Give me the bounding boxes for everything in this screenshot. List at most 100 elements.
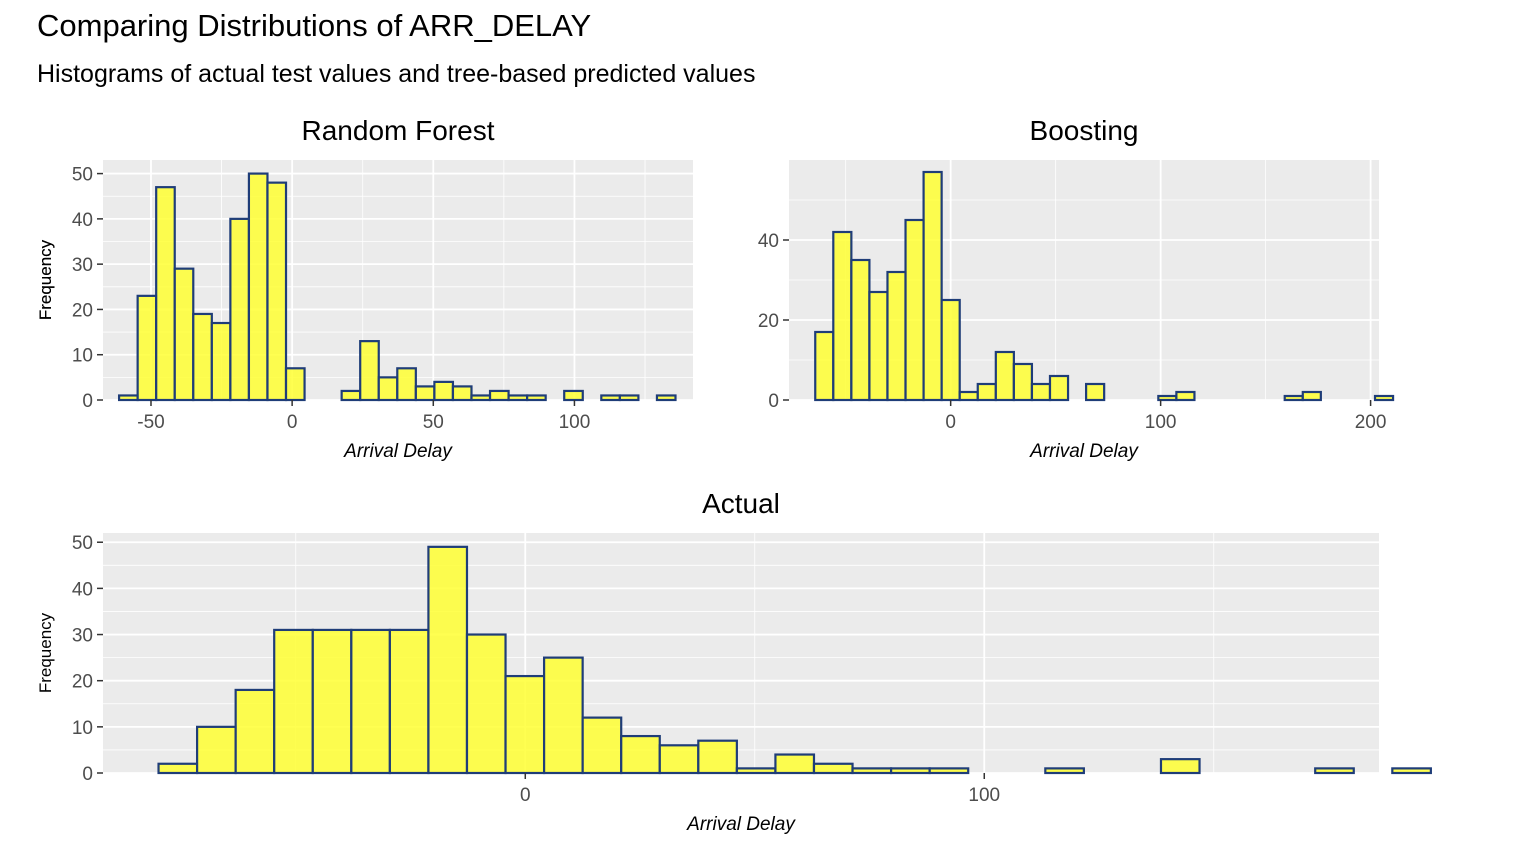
y-tick-label: 50 — [72, 165, 93, 186]
x-tick-label: 0 — [945, 412, 956, 433]
histogram-bar — [563, 389, 584, 402]
y-tick-label: 30 — [72, 255, 93, 276]
histogram-bar — [1030, 382, 1052, 402]
histogram-bar — [504, 674, 546, 775]
panel-title: Actual — [702, 488, 780, 519]
histogram-bar — [451, 385, 473, 402]
histogram-bar — [868, 290, 889, 402]
histogram-bar — [311, 628, 353, 775]
x-tick-label: 50 — [423, 412, 444, 433]
histogram-bar — [1373, 394, 1395, 402]
panel-title: Boosting — [1030, 115, 1139, 146]
histogram-bar — [526, 394, 547, 402]
histogram-bar — [195, 725, 237, 775]
histogram-bar — [994, 350, 1015, 402]
histogram-bar — [904, 218, 925, 402]
histogram-bar — [210, 321, 232, 402]
histogram-bar — [618, 394, 640, 402]
histogram-bar — [1084, 382, 1106, 402]
histogram-bar — [1048, 374, 1070, 402]
x-tick-label: 0 — [287, 412, 298, 433]
x-tick-label: -50 — [137, 412, 164, 433]
histogram-bar — [658, 744, 700, 775]
histogram-bar — [581, 716, 623, 775]
y-tick-label: 10 — [72, 718, 93, 739]
histogram-bar — [620, 734, 661, 775]
histogram-bar — [470, 394, 492, 402]
histogram-bar — [192, 312, 213, 402]
histogram-bar — [542, 656, 584, 775]
histogram-panel-3: 0 10 20 30 40 50 0 100 Actual Arrival Delay Freque… — [36, 488, 1432, 835]
histogram-bar — [155, 186, 176, 402]
histogram-bar — [273, 628, 314, 775]
page-subtitle: Histograms of actual test values and tre… — [37, 60, 756, 88]
histogram-bar — [851, 767, 893, 775]
x-axis-label: Arrival Delay — [686, 814, 796, 835]
histogram-bar — [173, 267, 195, 402]
x-tick-label: 0 — [520, 785, 531, 806]
histogram-bar — [958, 390, 979, 402]
histogram-bar — [284, 367, 306, 402]
panel-title: Random Forest — [302, 115, 495, 146]
histogram-bar — [1283, 394, 1304, 402]
histogram-bar — [507, 394, 529, 402]
histogram-bar — [832, 230, 853, 402]
histogram-bar — [850, 258, 871, 402]
histogram-bar — [427, 545, 469, 775]
histogram-bar — [1175, 390, 1196, 402]
histogram-bar — [812, 762, 854, 775]
histogram-bar — [1044, 767, 1085, 775]
y-tick-label: 30 — [72, 626, 93, 647]
y-tick-label: 40 — [758, 231, 779, 252]
histogram-bar — [377, 376, 399, 402]
x-axis-label: Arrival Delay — [343, 441, 453, 462]
histogram-bar — [1159, 758, 1201, 775]
histogram-bar — [247, 172, 269, 402]
histogram-bar — [266, 181, 288, 402]
histogram-bar — [388, 628, 430, 775]
y-tick-label: 50 — [72, 533, 93, 554]
histogram-bar — [136, 294, 158, 402]
histogram-bar — [976, 382, 997, 402]
y-tick-label: 20 — [72, 672, 93, 693]
histogram-bar — [735, 767, 777, 775]
histogram-bar — [488, 389, 510, 402]
y-tick-label: 10 — [72, 346, 93, 367]
histogram-bar — [814, 330, 835, 402]
histogram-bar — [117, 394, 139, 402]
y-axis-label: Frequency — [36, 239, 55, 320]
histogram-bar — [340, 389, 362, 402]
y-tick-label: 0 — [768, 391, 779, 412]
y-tick-label: 20 — [758, 311, 779, 332]
x-tick-label: 100 — [1145, 412, 1177, 433]
histogram-bar — [359, 340, 380, 402]
y-axis-label: Frequency — [36, 612, 55, 693]
histogram-bar — [655, 394, 677, 402]
y-tick-label: 0 — [82, 764, 93, 785]
histogram-bar — [1012, 362, 1034, 402]
histogram-panel-1: 0 10 20 30 40 50 -50 0 50 100 Random Forest Arrival… — [36, 115, 693, 462]
y-tick-label: 40 — [72, 579, 93, 600]
x-tick-label: 200 — [1355, 412, 1387, 433]
histogram-bar — [928, 767, 970, 775]
page-title: Comparing Distributions of ARR_DELAY — [37, 8, 592, 43]
x-tick-label: 100 — [968, 785, 1000, 806]
histogram-bar — [465, 633, 507, 775]
histogram-bar — [1391, 767, 1432, 775]
y-tick-label: 40 — [72, 210, 93, 231]
y-tick-label: 0 — [82, 391, 93, 412]
histogram-bar — [229, 217, 251, 402]
histogram-bar — [234, 688, 276, 775]
histogram-bar — [157, 762, 199, 775]
histogram-bar — [433, 380, 455, 402]
histogram-bar — [889, 767, 931, 775]
y-tick-label: 20 — [72, 300, 93, 321]
histogram-bar — [1301, 390, 1322, 402]
x-axis-label: Arrival Delay — [1029, 441, 1139, 462]
histogram-bar — [600, 394, 621, 402]
x-tick-label: 100 — [559, 412, 591, 433]
histogram-bar — [414, 385, 436, 402]
histogram-bar — [774, 753, 816, 775]
